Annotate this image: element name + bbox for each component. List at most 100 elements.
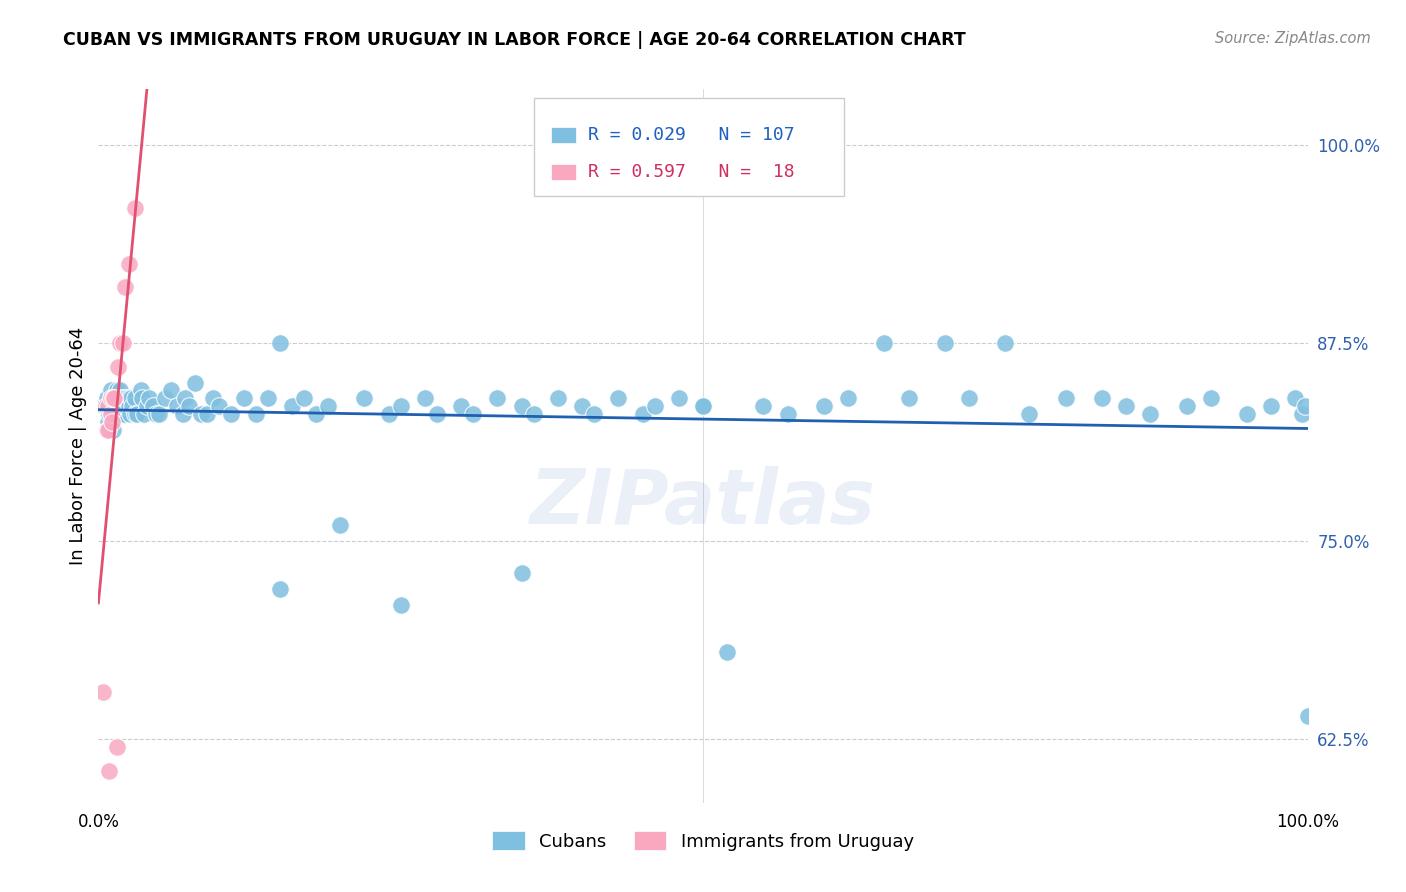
Point (1284, 392, 1306, 406)
Point (100, 407, 122, 421)
Point (108, 407, 131, 421)
Point (510, 400, 533, 414)
Point (583, 407, 606, 421)
Point (100, 415, 122, 429)
Point (111, 392, 134, 406)
Point (94, 400, 117, 414)
Point (100, 400, 122, 414)
Point (96, 392, 118, 406)
Point (208, 400, 231, 414)
Point (107, 392, 129, 406)
Point (269, 582, 291, 596)
Point (1291, 407, 1313, 421)
Point (98, 407, 121, 421)
Point (103, 407, 125, 421)
Point (305, 407, 328, 421)
Point (98, 764, 121, 778)
Point (131, 392, 153, 406)
Point (118, 407, 141, 421)
Point (221, 407, 243, 421)
Point (138, 392, 160, 406)
Point (1175, 400, 1198, 414)
Point (115, 392, 138, 406)
Point (292, 392, 315, 406)
Point (523, 407, 546, 421)
Point (124, 407, 146, 421)
Point (111, 400, 134, 414)
Point (463, 407, 485, 421)
Point (111, 407, 134, 421)
Point (353, 392, 375, 406)
Point (389, 400, 412, 414)
Point (172, 407, 194, 421)
Point (179, 400, 201, 414)
Point (1018, 407, 1040, 421)
Point (752, 400, 775, 414)
Point (1260, 400, 1282, 414)
Point (486, 392, 509, 406)
Point (571, 400, 593, 414)
Point (108, 407, 131, 421)
Y-axis label: In Labor Force | Age 20-64: In Labor Force | Age 20-64 (69, 326, 87, 566)
Point (103, 392, 125, 406)
Point (897, 392, 920, 406)
Point (97, 423, 120, 437)
Point (107, 359, 129, 374)
Point (120, 392, 142, 406)
Point (413, 392, 436, 406)
Point (256, 392, 278, 406)
Point (190, 407, 212, 421)
Text: Source: ZipAtlas.com: Source: ZipAtlas.com (1215, 31, 1371, 46)
Point (127, 407, 149, 421)
Point (873, 335, 896, 350)
Point (93, 400, 115, 414)
Point (813, 400, 835, 414)
Legend: Cubans, Immigrants from Uruguay: Cubans, Immigrants from Uruguay (485, 824, 921, 858)
Point (97, 400, 120, 414)
Point (97, 415, 120, 429)
Point (631, 407, 654, 421)
Point (607, 392, 630, 406)
Point (510, 566, 533, 580)
Point (114, 400, 136, 414)
Point (121, 400, 143, 414)
Point (118, 257, 141, 271)
Point (114, 280, 136, 294)
Point (142, 400, 165, 414)
Point (100, 384, 122, 398)
Point (96, 423, 118, 437)
Point (104, 400, 127, 414)
Point (377, 407, 399, 421)
Point (100, 392, 122, 406)
Point (101, 423, 124, 437)
Point (934, 335, 956, 350)
Point (668, 392, 690, 406)
Point (692, 400, 714, 414)
Point (202, 392, 225, 406)
Point (101, 392, 124, 406)
Point (1115, 400, 1137, 414)
Point (281, 400, 304, 414)
Point (134, 407, 156, 421)
Point (105, 740, 128, 755)
Point (450, 400, 472, 414)
Point (145, 407, 167, 421)
Point (148, 407, 170, 421)
Point (837, 392, 859, 406)
Point (100, 392, 122, 406)
Point (316, 400, 339, 414)
Point (118, 400, 141, 414)
Point (1199, 392, 1222, 406)
Point (105, 384, 128, 398)
Point (957, 392, 980, 406)
Point (692, 400, 714, 414)
Point (1139, 407, 1161, 421)
Point (153, 392, 176, 406)
Point (1294, 400, 1316, 414)
Text: R = 0.597   N =  18: R = 0.597 N = 18 (588, 162, 794, 181)
Point (716, 645, 738, 659)
Point (994, 335, 1017, 350)
Point (269, 335, 291, 350)
Point (110, 392, 132, 406)
Point (166, 400, 188, 414)
